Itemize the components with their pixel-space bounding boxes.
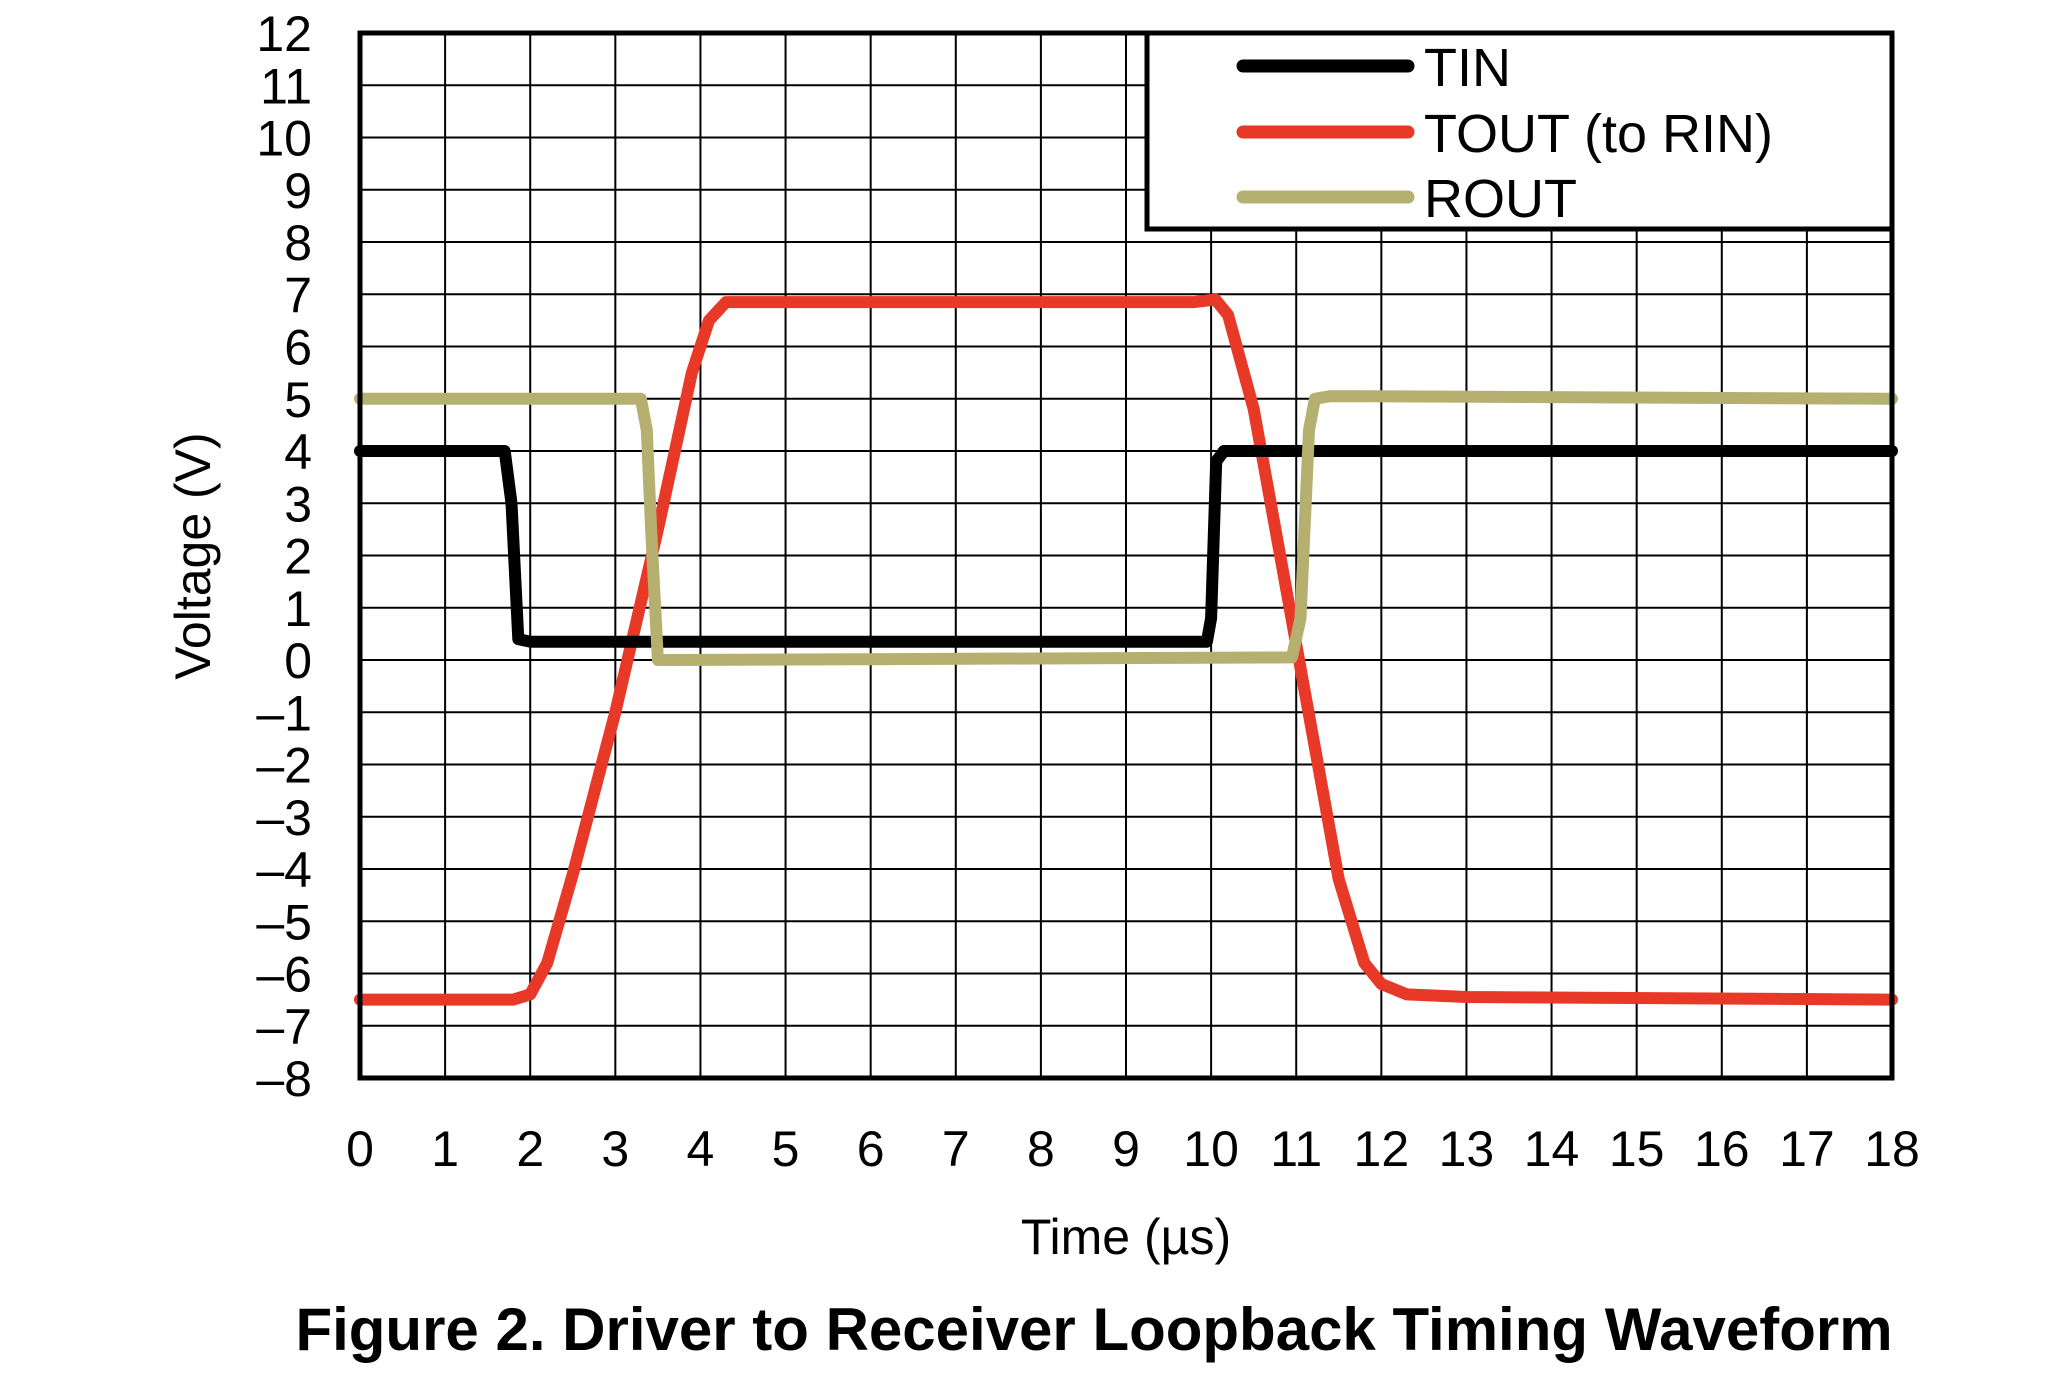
y-tick-label: –1 <box>256 685 312 741</box>
series-line-tin <box>354 445 1898 648</box>
x-tick-label: 18 <box>1864 1121 1920 1177</box>
series-lines <box>354 293 1898 1006</box>
y-tick-label: 10 <box>256 111 312 167</box>
y-tick-label: 7 <box>284 267 312 323</box>
x-tick-label: 17 <box>1779 1121 1835 1177</box>
y-tick-label: –5 <box>256 894 312 950</box>
x-tick-label: 2 <box>516 1121 544 1177</box>
x-tick-label: 10 <box>1183 1121 1239 1177</box>
x-tick-label: 9 <box>1112 1121 1140 1177</box>
y-tick-label: 12 <box>256 6 312 62</box>
y-tick-label: 6 <box>284 320 312 376</box>
y-tick-label: 1 <box>284 581 312 637</box>
x-tick-label: 11 <box>1270 1121 1322 1177</box>
y-tick-label: –3 <box>256 790 312 846</box>
x-tick-label: 12 <box>1354 1121 1410 1177</box>
legend-label-tout: TOUT (to RIN) <box>1424 104 1773 164</box>
figure-caption: Figure 2. Driver to Receiver Loopback Ti… <box>295 1296 1892 1363</box>
y-tick-label: 4 <box>284 424 312 480</box>
x-tick-label: 7 <box>942 1121 970 1177</box>
x-tick-label: 14 <box>1524 1121 1580 1177</box>
x-tick-label: 5 <box>772 1121 800 1177</box>
x-tick-label: 6 <box>857 1121 885 1177</box>
x-tick-labels: 0 1 2 3 4 5 6 7 8 9 10 11 12 13 14 15 16 17 18 <box>346 1121 1920 1177</box>
y-tick-label: 0 <box>284 633 312 689</box>
legend-label-tin: TIN <box>1424 38 1511 98</box>
y-tick-label: 2 <box>284 529 312 585</box>
x-tick-label: 13 <box>1439 1121 1495 1177</box>
series-line-rout <box>354 390 1898 666</box>
y-tick-label: –7 <box>256 999 312 1055</box>
x-tick-label: 3 <box>601 1121 629 1177</box>
x-tick-label: 16 <box>1694 1121 1750 1177</box>
x-tick-label: 0 <box>346 1121 374 1177</box>
x-tick-label: 15 <box>1609 1121 1665 1177</box>
plot-frame <box>357 30 1895 1081</box>
y-tick-label: 11 <box>260 58 312 114</box>
y-tick-label: –4 <box>256 842 312 898</box>
y-tick-label: 8 <box>284 215 312 271</box>
x-tick-label: 4 <box>687 1121 715 1177</box>
series-line-tout-to-rin <box>354 293 1898 1006</box>
y-axis-title: Voltage (V) <box>165 432 221 679</box>
x-axis-title: Time (µs) <box>1021 1209 1231 1265</box>
legend: TIN TOUT (to RIN) ROUT <box>1144 30 1895 232</box>
y-tick-label: –8 <box>256 1051 312 1107</box>
y-tick-label: –2 <box>256 738 312 794</box>
y-tick-label: 3 <box>284 476 312 532</box>
x-tick-label: 8 <box>1027 1121 1055 1177</box>
y-tick-label: 9 <box>284 163 312 219</box>
y-tick-label: 5 <box>284 372 312 428</box>
y-tick-label: –6 <box>256 947 312 1003</box>
x-tick-label: 1 <box>431 1121 459 1177</box>
legend-label-rout: ROUT <box>1424 169 1577 229</box>
